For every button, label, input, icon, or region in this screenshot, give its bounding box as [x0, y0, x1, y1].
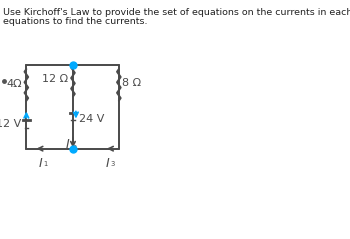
- Text: $_3$: $_3$: [110, 158, 116, 168]
- Text: 24 V: 24 V: [79, 114, 104, 124]
- Text: 4Ω: 4Ω: [6, 79, 22, 89]
- Text: 12 Ω: 12 Ω: [42, 74, 68, 84]
- Text: $I$: $I$: [105, 157, 111, 169]
- Text: $_1$: $_1$: [42, 158, 48, 168]
- Text: 12 V: 12 V: [0, 120, 22, 130]
- Text: equations to find the currents.: equations to find the currents.: [3, 17, 148, 26]
- Text: 8 Ω: 8 Ω: [122, 78, 141, 88]
- Text: $_2$: $_2$: [72, 143, 77, 153]
- Text: Use Kirchoff's Law to provide the set of equations on the currents in each circu: Use Kirchoff's Law to provide the set of…: [3, 8, 350, 17]
- Text: $I$: $I$: [37, 157, 43, 169]
- Text: $I$: $I$: [65, 138, 70, 151]
